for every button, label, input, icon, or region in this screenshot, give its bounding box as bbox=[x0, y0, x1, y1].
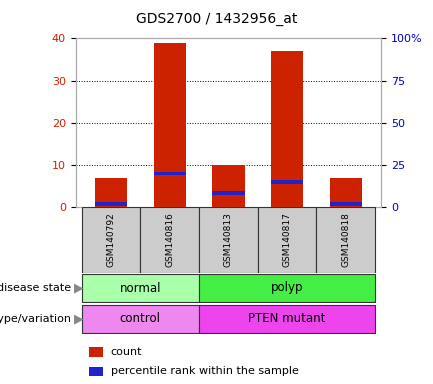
Bar bbox=[89, 367, 103, 376]
Text: PTEN mutant: PTEN mutant bbox=[249, 312, 326, 325]
Text: normal: normal bbox=[120, 281, 161, 295]
Bar bbox=[154, 172, 186, 175]
Text: ▶: ▶ bbox=[74, 312, 83, 325]
Bar bbox=[95, 202, 127, 206]
Bar bbox=[271, 51, 303, 207]
Bar bbox=[82, 305, 199, 333]
Text: GSM140818: GSM140818 bbox=[341, 213, 350, 267]
Bar bbox=[140, 207, 199, 273]
Text: control: control bbox=[120, 312, 161, 325]
Bar bbox=[317, 207, 375, 273]
Bar bbox=[271, 180, 303, 184]
Bar bbox=[89, 347, 103, 356]
Text: GDS2700 / 1432956_at: GDS2700 / 1432956_at bbox=[136, 12, 297, 25]
Text: GSM140813: GSM140813 bbox=[224, 213, 233, 267]
Text: GSM140817: GSM140817 bbox=[283, 213, 291, 267]
Bar bbox=[82, 207, 140, 273]
Text: count: count bbox=[111, 347, 142, 357]
Text: polyp: polyp bbox=[271, 281, 304, 295]
Text: ▶: ▶ bbox=[74, 281, 83, 295]
Bar bbox=[258, 207, 317, 273]
Text: GSM140816: GSM140816 bbox=[165, 213, 174, 267]
Text: disease state: disease state bbox=[0, 283, 71, 293]
Bar bbox=[199, 274, 375, 302]
Bar bbox=[154, 43, 186, 207]
Bar bbox=[330, 202, 362, 206]
Bar bbox=[199, 207, 258, 273]
Bar bbox=[95, 178, 127, 207]
Bar bbox=[330, 178, 362, 207]
Bar bbox=[212, 191, 245, 195]
Text: percentile rank within the sample: percentile rank within the sample bbox=[111, 366, 299, 376]
Text: genotype/variation: genotype/variation bbox=[0, 314, 71, 324]
Bar bbox=[82, 274, 199, 302]
Bar bbox=[199, 305, 375, 333]
Text: GSM140792: GSM140792 bbox=[107, 213, 116, 267]
Bar bbox=[212, 165, 245, 207]
